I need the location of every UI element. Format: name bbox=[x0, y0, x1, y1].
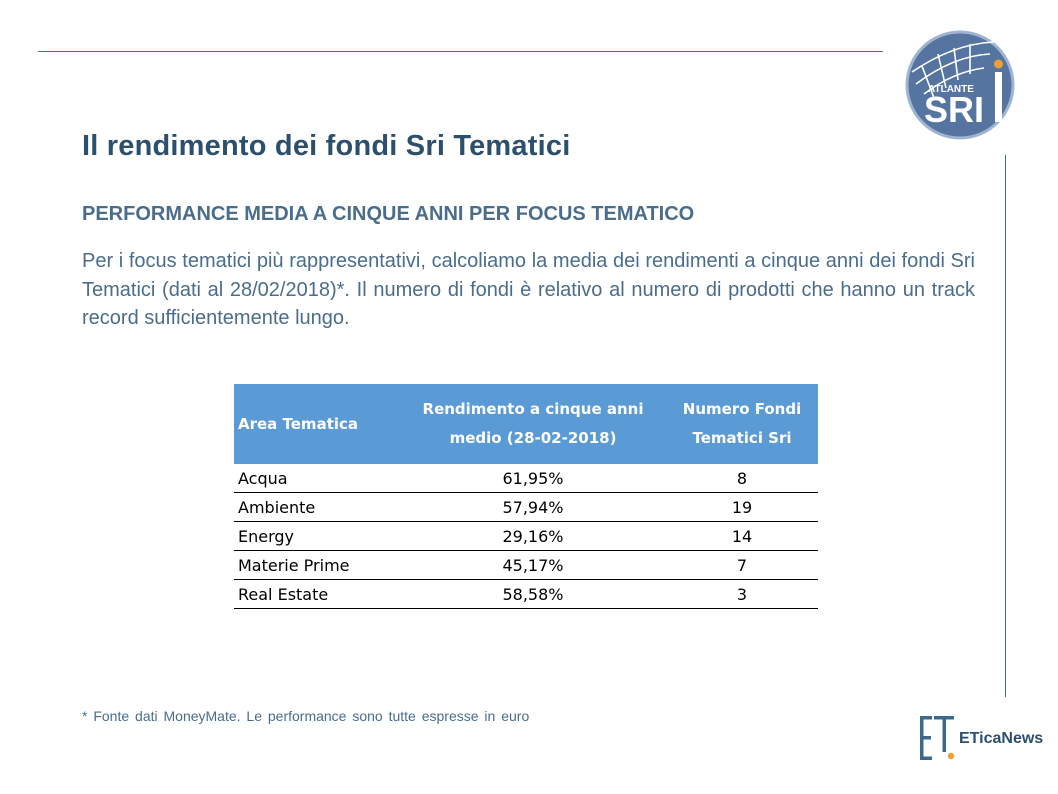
performance-table: Area Tematica Rendimento a cinque anni m… bbox=[234, 384, 818, 609]
cell-numero: 3 bbox=[666, 579, 818, 609]
section-subtitle: PERFORMANCE MEDIA A CINQUE ANNI PER FOCU… bbox=[82, 203, 695, 225]
cell-numero: 14 bbox=[666, 521, 818, 551]
header-area-tematica: Area Tematica bbox=[234, 384, 400, 464]
table-row: Energy 29,16% 14 bbox=[234, 521, 818, 551]
cell-area: Energy bbox=[234, 521, 400, 551]
cell-area: Real Estate bbox=[234, 579, 400, 609]
cell-numero: 19 bbox=[666, 492, 818, 522]
logo-top-text: ATLANTE bbox=[928, 84, 974, 95]
table-row: Ambiente 57,94% 19 bbox=[234, 492, 818, 522]
header-numero-fondi: Numero Fondi Tematici Sri bbox=[666, 384, 818, 464]
table-row: Real Estate 58,58% 3 bbox=[234, 579, 818, 609]
logo-main-text: SRI bbox=[924, 89, 984, 130]
table-row: Materie Prime 45,17% 7 bbox=[234, 550, 818, 580]
intro-paragraph: Per i focus tematici più rappresentativi… bbox=[82, 250, 975, 329]
cell-rendimento: 45,17% bbox=[400, 550, 666, 580]
page-title: Il rendimento dei fondi Sri Tematici bbox=[82, 130, 571, 162]
table-row: Acqua 61,95% 8 bbox=[234, 464, 818, 493]
eticanews-logo-icon bbox=[920, 716, 955, 760]
cell-numero: 7 bbox=[666, 550, 818, 580]
top-divider bbox=[38, 51, 883, 52]
eticanews-brand-name: ETicaNews bbox=[959, 730, 1044, 747]
table-header-row: Area Tematica Rendimento a cinque anni m… bbox=[234, 384, 818, 464]
cell-numero: 8 bbox=[666, 464, 818, 493]
header-rendimento: Rendimento a cinque anni medio (28-02-20… bbox=[400, 384, 666, 464]
right-divider bbox=[1005, 155, 1006, 697]
cell-area: Ambiente bbox=[234, 492, 400, 522]
atlante-sri-logo: ATLANTE SRI bbox=[903, 30, 1017, 140]
cell-rendimento: 61,95% bbox=[400, 464, 666, 493]
cell-area: Acqua bbox=[234, 464, 400, 493]
cell-rendimento: 57,94% bbox=[400, 492, 666, 522]
cell-area: Materie Prime bbox=[234, 550, 400, 580]
cell-rendimento: 58,58% bbox=[400, 579, 666, 609]
cell-rendimento: 29,16% bbox=[400, 521, 666, 551]
source-footnote: * Fonte dati MoneyMate. Le performance s… bbox=[82, 708, 530, 724]
